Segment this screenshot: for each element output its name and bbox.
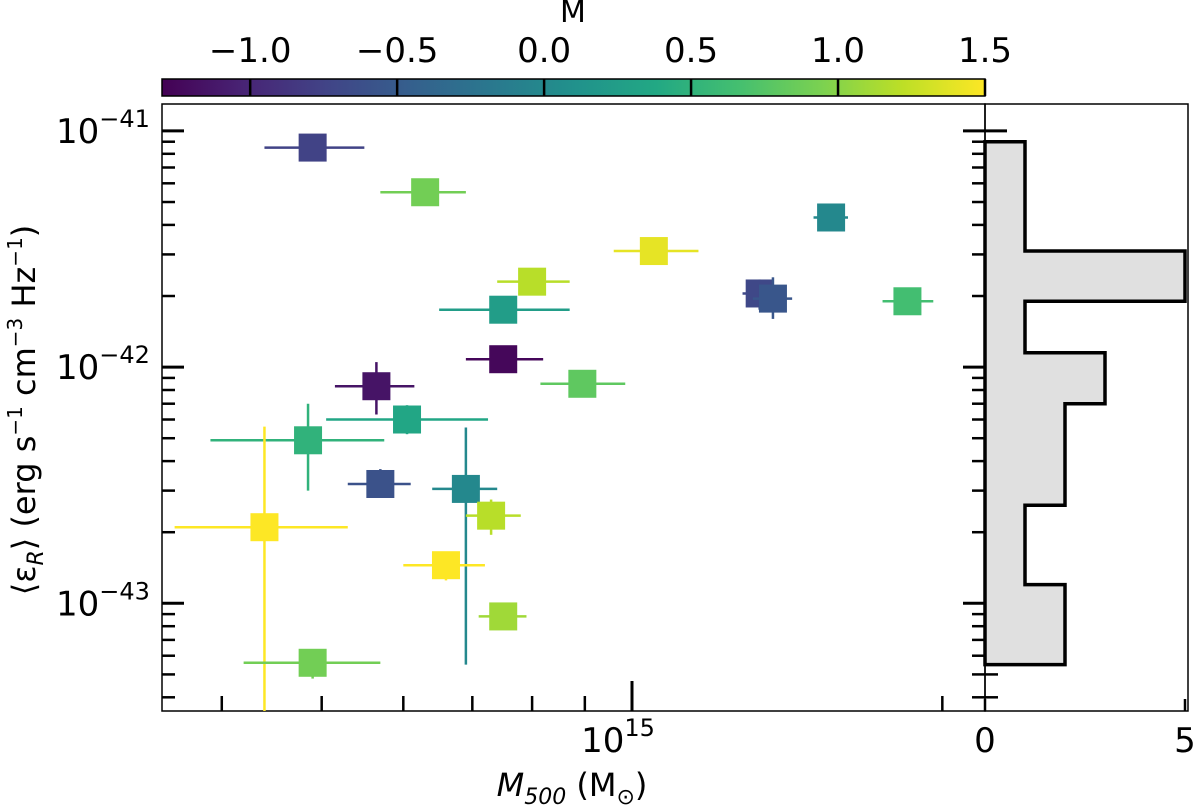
x-label-sub: 500 — [524, 785, 566, 807]
x-label-open: (M — [566, 766, 616, 804]
x-axis-label: M500 (M⊙) — [497, 766, 648, 807]
colorbar-tick-label: 0.5 — [664, 31, 718, 71]
point-marker — [431, 551, 460, 580]
histogram-bars — [983, 139, 1187, 667]
colorbar-tick-label: 1.0 — [811, 31, 865, 71]
y-label-hz: Hz — [5, 267, 43, 318]
colorbar-title: M — [560, 0, 586, 30]
y-label-e3: −1 — [3, 237, 27, 266]
point-marker — [489, 295, 518, 324]
colorbar-gradient — [161, 78, 986, 97]
data-point — [465, 499, 521, 535]
data-point — [813, 203, 848, 232]
data-point — [439, 295, 570, 324]
x-label-sun: ⊙ — [616, 785, 634, 807]
colorbar-tick-label: −1.0 — [209, 31, 292, 71]
y-axis-label: ⟨εR⟩ (erg s−1 cm−3 Hz−1) — [3, 225, 49, 596]
data-point — [540, 369, 626, 398]
x-label-close: ) — [635, 766, 647, 804]
data-point — [210, 403, 385, 491]
data-point — [432, 427, 498, 665]
point-marker — [294, 426, 323, 455]
y-label-sub: R — [24, 550, 49, 565]
x-tick-exp: 15 — [624, 714, 655, 742]
colorbar-tick-label: 0.0 — [517, 31, 571, 71]
y-label-open: ⟨ε — [5, 566, 43, 596]
y-tick-exp: −42 — [99, 341, 150, 369]
data-point — [403, 551, 485, 581]
data-point — [380, 178, 466, 207]
data-point — [752, 277, 793, 319]
point-marker — [893, 287, 922, 316]
hist-x-tick-label: 0 — [974, 721, 996, 761]
point-marker — [362, 372, 391, 401]
y-tick-exp: −43 — [99, 577, 150, 605]
point-marker — [298, 133, 327, 162]
point-marker — [298, 648, 327, 677]
data-point — [497, 267, 570, 296]
y-tick-label: 10−43 — [56, 577, 150, 624]
point-marker — [411, 178, 440, 207]
data-point — [243, 648, 381, 679]
x-tick-base: 10 — [581, 721, 624, 761]
data-point — [613, 237, 699, 266]
point-marker — [366, 469, 395, 498]
point-marker — [518, 267, 547, 296]
x-label-main: M — [497, 766, 525, 804]
y-label-e2: −3 — [3, 318, 27, 347]
point-marker — [451, 474, 480, 503]
point-marker — [758, 284, 787, 313]
point-marker — [639, 237, 668, 266]
data-point — [174, 426, 348, 711]
y-tick-base: 10 — [56, 112, 99, 152]
point-marker — [477, 501, 506, 530]
point-marker — [489, 345, 518, 374]
colorbar-tick-label: 1.5 — [958, 31, 1012, 71]
point-marker — [817, 203, 846, 232]
x-tick-label: 1015 — [581, 714, 655, 761]
y-tick-base: 10 — [56, 584, 99, 624]
y-tick-label: 10−41 — [56, 105, 150, 152]
point-marker — [568, 369, 597, 398]
data-point — [326, 405, 489, 435]
y-tick-exp: −41 — [99, 105, 150, 133]
data-point — [264, 133, 365, 162]
y-tick-label: 10−42 — [56, 341, 150, 388]
y-tick-base: 10 — [56, 348, 99, 388]
y-label-e1: −1 — [3, 406, 27, 435]
scatter-frame — [161, 103, 986, 712]
data-point — [882, 287, 934, 316]
x-axis-ticks: 1015 — [220, 681, 944, 761]
point-marker — [489, 602, 518, 631]
point-marker — [250, 513, 279, 542]
colorbar-tick-label: −0.5 — [356, 31, 439, 71]
point-marker — [393, 405, 422, 434]
colorbar: −1.0 −0.5 0.0 0.5 1.0 1.5 M — [161, 0, 1012, 97]
data-point — [478, 602, 527, 631]
hist-x-tick-label: 5 — [1174, 721, 1196, 761]
data-point — [465, 345, 544, 374]
data-points — [174, 133, 934, 711]
y-label-rest: ⟩ (erg s — [5, 436, 43, 551]
y-label-cm: cm — [5, 347, 43, 406]
data-point — [334, 362, 415, 415]
data-point — [347, 469, 411, 498]
colorbar-ticks: −1.0 −0.5 0.0 0.5 1.0 1.5 — [209, 31, 1012, 96]
y-label-close: ) — [5, 225, 43, 237]
histogram-step — [983, 139, 1187, 667]
